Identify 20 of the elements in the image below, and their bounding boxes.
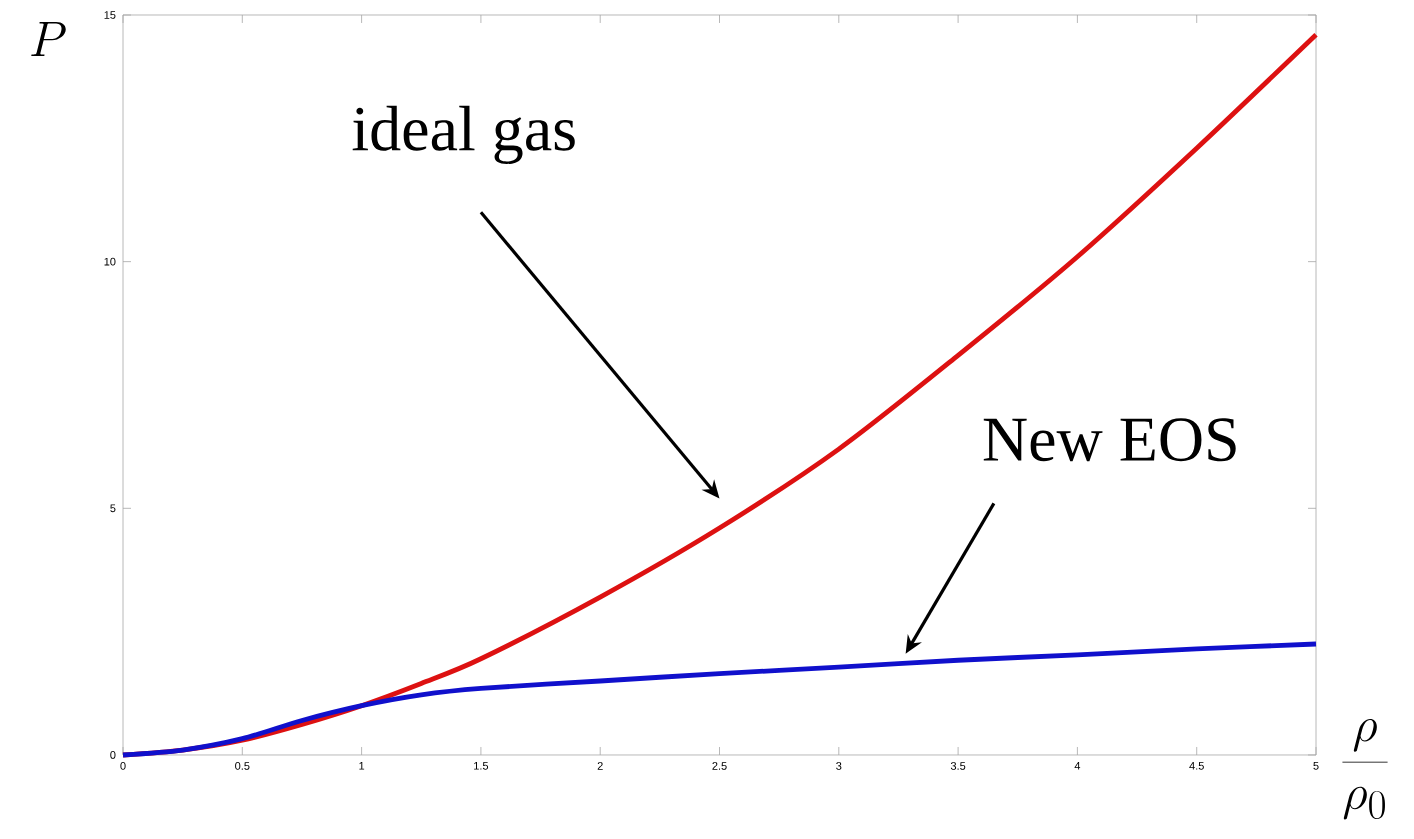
- x-tick-label: 5: [1313, 762, 1319, 770]
- y-tick-label: 15: [104, 11, 116, 19]
- y-axis-title: $P$: [31, 22, 66, 56]
- x-tick-label: 0: [120, 762, 126, 770]
- x-tick-label: 3: [836, 762, 842, 770]
- x-tick-label: 4: [1074, 762, 1081, 770]
- y-tick-label: 0: [110, 751, 116, 759]
- x-tick-label: 2: [597, 762, 603, 770]
- x-tick-label: 1.5: [474, 762, 489, 770]
- x-axis-title: $\frac{\rho}{\rho_0}$: [1342, 719, 1388, 820]
- annotation: New EOS: [983, 418, 1236, 462]
- x-tick-label: 2.5: [712, 762, 727, 770]
- y-tick-label: 10: [104, 257, 116, 266]
- x-tick-label: 1: [359, 762, 365, 770]
- y-tick-label: 5: [110, 504, 116, 513]
- x-tick-label: 0.5: [235, 762, 250, 770]
- annotation: ideal gas: [352, 105, 575, 164]
- x-tick-label: 3.5: [950, 762, 966, 770]
- x-tick-label: 4.5: [1189, 762, 1204, 770]
- line-series: [120, 641, 1319, 758]
